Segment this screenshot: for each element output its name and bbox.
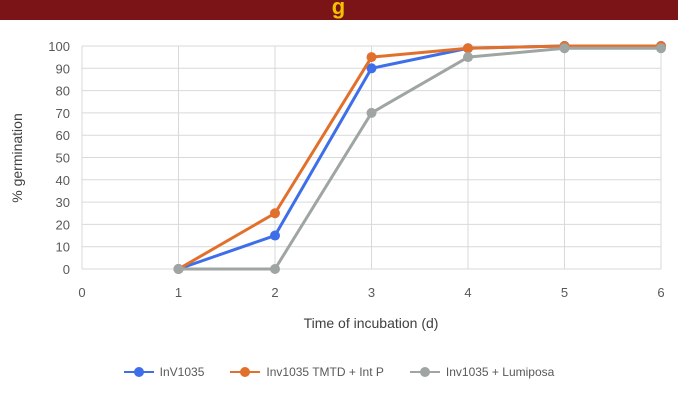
y-tick-label: 0 xyxy=(63,262,70,277)
legend-label: Inv1035 TMTD + Int P xyxy=(266,365,384,379)
legend-label: InV1035 xyxy=(159,365,205,379)
y-tick-label: 10 xyxy=(56,240,70,255)
legend-swatch xyxy=(230,366,261,378)
y-axis-label: % germination xyxy=(9,113,25,203)
series-line xyxy=(178,46,661,271)
data-point xyxy=(463,52,473,63)
y-axis-ticks: 0 10 20 30 40 50 60 70 80 90 100 xyxy=(48,39,70,277)
data-point xyxy=(270,264,280,274)
legend-label: Inv1035 + Lumiposa xyxy=(445,365,555,379)
data-point xyxy=(366,52,377,63)
y-tick-label: 90 xyxy=(56,61,70,76)
series-3 xyxy=(173,43,666,274)
x-tick-label: 1 xyxy=(175,285,182,300)
legend-swatch xyxy=(123,366,154,378)
legend-item: InV1035 xyxy=(123,365,205,379)
legend-swatch xyxy=(409,366,440,378)
data-point xyxy=(463,43,473,54)
y-tick-label: 20 xyxy=(56,217,70,232)
data-point xyxy=(656,43,666,54)
data-point xyxy=(366,63,377,74)
y-tick-label: 50 xyxy=(56,151,70,166)
x-tick-label: 6 xyxy=(657,285,664,300)
y-tick-label: 100 xyxy=(48,39,70,54)
data-point xyxy=(559,43,570,54)
x-tick-label: 4 xyxy=(464,285,471,300)
y-tick-label: 80 xyxy=(56,84,70,99)
y-tick-label: 30 xyxy=(56,195,70,210)
y-tick-label: 60 xyxy=(56,128,70,143)
data-point xyxy=(270,230,280,241)
x-tick-label: 5 xyxy=(561,285,568,300)
y-tick-label: 40 xyxy=(56,173,70,188)
y-tick-label: 70 xyxy=(56,106,70,121)
title-banner: g xyxy=(0,0,678,20)
x-tick-label: 0 xyxy=(78,285,85,300)
data-point xyxy=(270,208,280,219)
series-group xyxy=(173,41,666,274)
x-tick-label: 2 xyxy=(271,285,278,300)
grid-lines xyxy=(81,45,662,270)
x-axis-ticks: 0 1 2 3 4 5 6 xyxy=(78,285,664,300)
x-tick-label: 3 xyxy=(368,285,375,300)
series-line xyxy=(177,44,661,271)
legend-item: Inv1035 TMTD + Int P xyxy=(230,365,384,379)
legend-item: Inv1035 + Lumiposa xyxy=(409,365,555,379)
banner-title: g xyxy=(331,0,347,19)
x-axis-label: Time of incubation (d) xyxy=(304,315,439,331)
legend: InV1035 Inv1035 TMTD + Int P Inv1035 + Lum… xyxy=(0,360,678,384)
data-point xyxy=(173,264,184,274)
data-point xyxy=(366,107,377,118)
